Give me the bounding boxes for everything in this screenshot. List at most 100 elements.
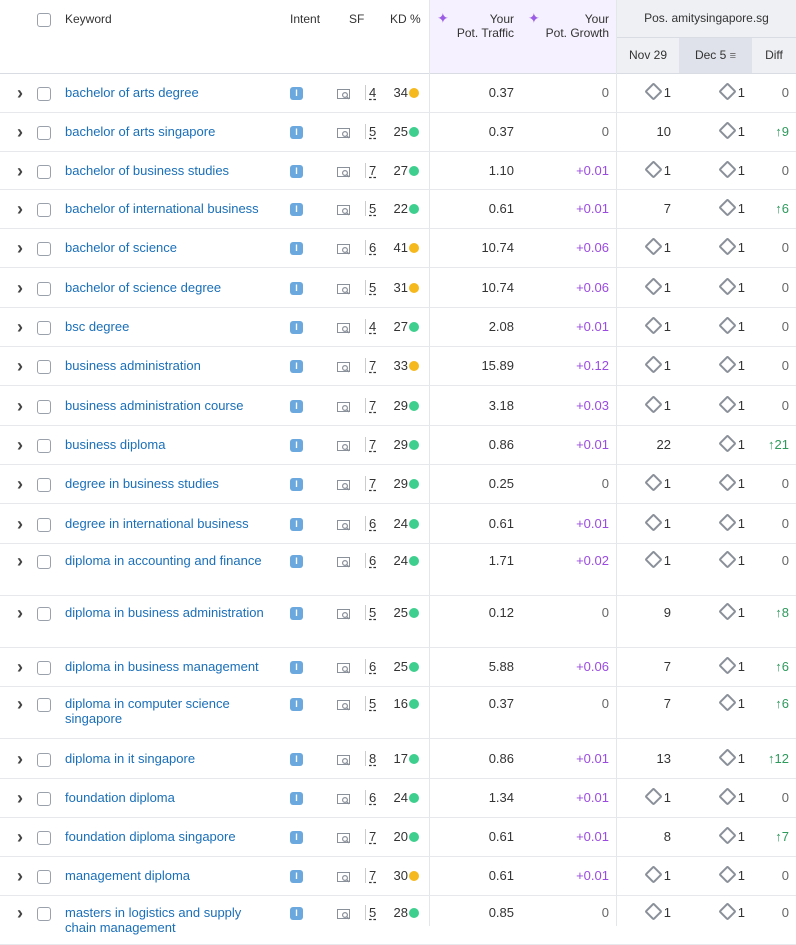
- serp-features-count[interactable]: 5: [365, 280, 381, 295]
- keyword-link[interactable]: degree in business studies: [65, 476, 219, 491]
- keyword-column-header[interactable]: Keyword: [65, 12, 112, 26]
- kd-column-header[interactable]: KD %: [390, 12, 421, 26]
- serp-features-count[interactable]: 7: [365, 398, 381, 413]
- keyword-link[interactable]: bachelor of science: [65, 240, 178, 255]
- keyword-link[interactable]: diploma in accounting and finance: [65, 553, 262, 568]
- row-checkbox[interactable]: [37, 478, 51, 492]
- row-checkbox[interactable]: [37, 698, 51, 712]
- serp-features-count[interactable]: 8: [365, 751, 381, 766]
- serp-features-count[interactable]: 7: [365, 868, 381, 883]
- table-row[interactable]: › bachelor of arts singapore I 5 25 0.37 0 10 1 ↑…: [0, 113, 796, 152]
- expand-chevron-icon[interactable]: ›: [17, 317, 23, 337]
- table-row[interactable]: › bachelor of business studies I 7 27 1.10 +0.…: [0, 152, 796, 190]
- serp-features-icon[interactable]: [337, 519, 352, 531]
- table-row[interactable]: › management diploma I 7 30 0.61 +0.01 1 1 0: [0, 857, 796, 896]
- serp-features-count[interactable]: 5: [365, 696, 381, 711]
- serp-features-icon[interactable]: [337, 754, 352, 766]
- keyword-link[interactable]: foundation diploma singapore: [65, 829, 236, 844]
- keyword-link[interactable]: bsc degree: [65, 319, 130, 334]
- table-row[interactable]: › business administration course I 7 29 3.18 +…: [0, 386, 796, 426]
- serp-features-icon[interactable]: [337, 204, 352, 216]
- serp-features-icon[interactable]: [337, 908, 352, 920]
- select-all-checkbox[interactable]: [37, 13, 51, 27]
- serp-features-icon[interactable]: [337, 608, 352, 620]
- expand-chevron-icon[interactable]: ›: [17, 474, 23, 494]
- expand-chevron-icon[interactable]: ›: [17, 788, 23, 808]
- expand-chevron-icon[interactable]: ›: [17, 694, 23, 714]
- expand-chevron-icon[interactable]: ›: [17, 278, 23, 298]
- date2-column-header[interactable]: Dec 5 ≡: [679, 38, 752, 73]
- keyword-link[interactable]: business diploma: [65, 437, 166, 452]
- keyword-link[interactable]: business administration: [65, 358, 201, 373]
- expand-chevron-icon[interactable]: ›: [17, 396, 23, 416]
- serp-features-count[interactable]: 6: [365, 790, 381, 805]
- row-checkbox[interactable]: [37, 165, 51, 179]
- table-row[interactable]: › business diploma I 7 29 0.86 +0.01 22 1 ↑21: [0, 426, 796, 465]
- table-row[interactable]: › degree in international business I 6 24 0.6…: [0, 504, 796, 544]
- serp-features-icon[interactable]: [337, 556, 352, 568]
- expand-chevron-icon[interactable]: ›: [17, 827, 23, 847]
- serp-features-icon[interactable]: [337, 88, 352, 100]
- table-row[interactable]: › foundation diploma I 6 24 1.34 +0.01 1 1 0: [0, 779, 796, 818]
- expand-chevron-icon[interactable]: ›: [17, 122, 23, 142]
- row-checkbox[interactable]: [37, 321, 51, 335]
- serp-features-icon[interactable]: [337, 283, 352, 295]
- serp-features-icon[interactable]: [337, 166, 352, 178]
- table-row[interactable]: › diploma in business administration I 5 25 0…: [0, 596, 796, 648]
- serp-features-icon[interactable]: [337, 479, 352, 491]
- keyword-link[interactable]: masters in logistics and supply chain ma…: [65, 905, 242, 935]
- expand-chevron-icon[interactable]: ›: [17, 749, 23, 769]
- keyword-link[interactable]: bachelor of science degree: [65, 280, 222, 295]
- serp-features-icon[interactable]: [337, 361, 352, 373]
- serp-features-icon[interactable]: [337, 699, 352, 711]
- serp-features-count[interactable]: 5: [365, 905, 381, 920]
- serp-features-count[interactable]: 5: [365, 605, 381, 620]
- expand-chevron-icon[interactable]: ›: [17, 238, 23, 258]
- table-row[interactable]: › diploma in business management I 6 25 5.88 +…: [0, 648, 796, 687]
- serp-features-count[interactable]: 6: [365, 553, 381, 568]
- expand-chevron-icon[interactable]: ›: [17, 903, 23, 923]
- table-row[interactable]: › bachelor of international business I 5 22 0…: [0, 190, 796, 229]
- row-checkbox[interactable]: [37, 661, 51, 675]
- keyword-link[interactable]: diploma in business administration: [65, 605, 264, 620]
- table-row[interactable]: › bsc degree I 4 27 2.08 +0.01 1 1 0: [0, 308, 796, 347]
- row-checkbox[interactable]: [37, 400, 51, 414]
- serp-features-icon[interactable]: [337, 401, 352, 413]
- expand-chevron-icon[interactable]: ›: [17, 161, 23, 181]
- row-checkbox[interactable]: [37, 753, 51, 767]
- expand-chevron-icon[interactable]: ›: [17, 199, 23, 219]
- sf-column-header[interactable]: SF: [349, 12, 365, 26]
- serp-features-count[interactable]: 6: [365, 240, 381, 255]
- intent-column-header[interactable]: Intent: [290, 12, 321, 26]
- table-row[interactable]: › degree in business studies I 7 29 0.25 0 1 1 0: [0, 465, 796, 504]
- table-row[interactable]: › bachelor of science degree I 5 31 10.74 +0.0…: [0, 268, 796, 308]
- expand-chevron-icon[interactable]: ›: [17, 83, 23, 103]
- expand-chevron-icon[interactable]: ›: [17, 603, 23, 623]
- row-checkbox[interactable]: [37, 242, 51, 256]
- serp-features-icon[interactable]: [337, 793, 352, 805]
- serp-features-count[interactable]: 4: [365, 319, 381, 334]
- expand-chevron-icon[interactable]: ›: [17, 435, 23, 455]
- table-row[interactable]: › bachelor of science I 6 41 10.74 +0.06 1 1 0: [0, 229, 796, 268]
- keyword-link[interactable]: bachelor of business studies: [65, 163, 230, 178]
- date1-column-header[interactable]: Nov 29: [628, 48, 668, 62]
- row-checkbox[interactable]: [37, 870, 51, 884]
- table-row[interactable]: › masters in logistics and supply chain m…: [0, 896, 796, 945]
- diff-column-header[interactable]: Diff: [765, 48, 783, 62]
- table-row[interactable]: › business administration I 7 33 15.89 +0.12 1 1…: [0, 347, 796, 386]
- serp-features-count[interactable]: 5: [365, 124, 381, 139]
- serp-features-icon[interactable]: [337, 440, 352, 452]
- serp-features-icon[interactable]: [337, 243, 352, 255]
- expand-chevron-icon[interactable]: ›: [17, 657, 23, 677]
- serp-features-count[interactable]: 7: [365, 829, 381, 844]
- expand-chevron-icon[interactable]: ›: [17, 356, 23, 376]
- table-row[interactable]: › diploma in accounting and finance I 6 24 1.…: [0, 544, 796, 596]
- row-checkbox[interactable]: [37, 792, 51, 806]
- keyword-link[interactable]: business administration course: [65, 398, 244, 413]
- row-checkbox[interactable]: [37, 907, 51, 921]
- keyword-link[interactable]: bachelor of international business: [65, 201, 259, 216]
- expand-chevron-icon[interactable]: ›: [17, 551, 23, 571]
- growth-column-header[interactable]: Your Pot. Growth: [540, 12, 609, 40]
- serp-features-icon[interactable]: [337, 322, 352, 334]
- serp-features-count[interactable]: 7: [365, 163, 381, 178]
